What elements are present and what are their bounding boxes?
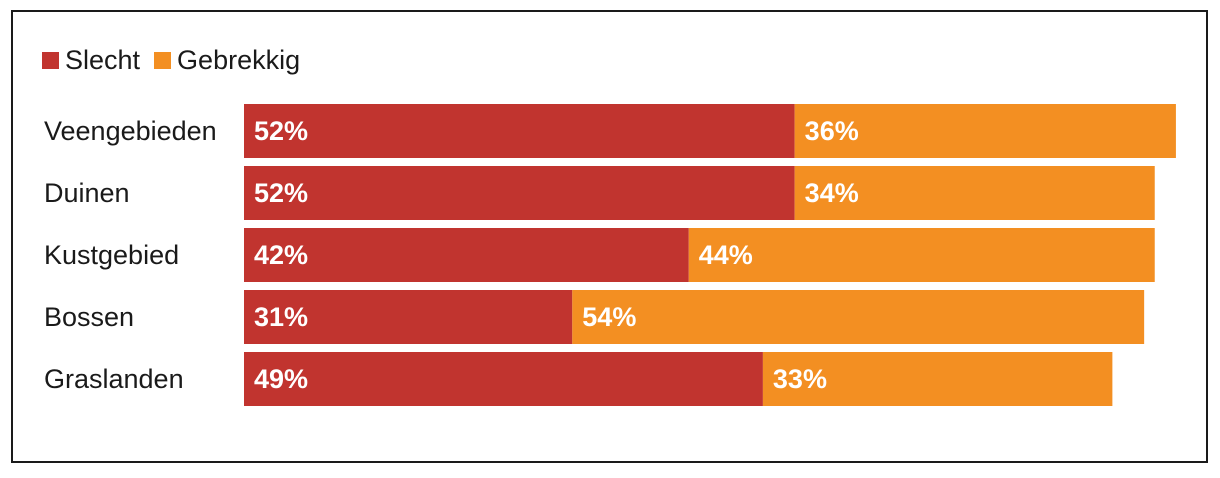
- value-label-slecht-kustgebied: 42%: [254, 240, 308, 270]
- legend-swatch-slecht: [42, 51, 59, 69]
- legend-item-slecht: Slecht: [42, 45, 140, 76]
- legend-swatch-gebrekkig: [154, 51, 172, 69]
- bar-slecht-graslanden: [244, 352, 763, 406]
- bar-gebrekkig-veengebieden: [794, 104, 1176, 158]
- legend-label-slecht: Slecht: [65, 44, 141, 75]
- category-label-duinen: Duinen: [44, 178, 130, 208]
- value-label-gebrekkig-bossen: 54%: [582, 302, 636, 332]
- bar-gebrekkig-duinen: [794, 166, 1155, 220]
- category-label-kustgebied: Kustgebied: [44, 240, 179, 270]
- value-label-gebrekkig-duinen: 34%: [805, 178, 859, 208]
- bar-gebrekkig-kustgebied: [688, 228, 1155, 282]
- legend-label-gebrekkig: Gebrekkig: [177, 44, 301, 75]
- value-label-slecht-duinen: 52%: [254, 178, 308, 208]
- value-label-slecht-graslanden: 49%: [254, 364, 308, 394]
- bar-slecht-bossen: [244, 290, 573, 344]
- category-label-graslanden: Graslanden: [44, 364, 184, 394]
- bar-gebrekkig-graslanden: [762, 352, 1113, 406]
- value-label-gebrekkig-graslanden: 33%: [773, 364, 827, 394]
- bar-slecht-duinen: [244, 166, 795, 220]
- value-label-slecht-veengebieden: 52%: [254, 116, 308, 146]
- bar-slecht-kustgebied: [244, 228, 689, 282]
- legend-item-gebrekkig: Gebrekkig: [154, 45, 300, 76]
- category-label-bossen: Bossen: [44, 302, 134, 332]
- value-label-gebrekkig-kustgebied: 44%: [699, 240, 753, 270]
- bar-slecht-veengebieden: [244, 104, 795, 158]
- chart-frame: [11, 10, 1208, 463]
- value-label-slecht-bossen: 31%: [254, 302, 308, 332]
- bar-gebrekkig-bossen: [572, 290, 1145, 344]
- legend: Slecht Gebrekkig: [42, 44, 314, 76]
- category-label-veengebieden: Veengebieden: [44, 116, 217, 146]
- value-label-gebrekkig-veengebieden: 36%: [805, 116, 859, 146]
